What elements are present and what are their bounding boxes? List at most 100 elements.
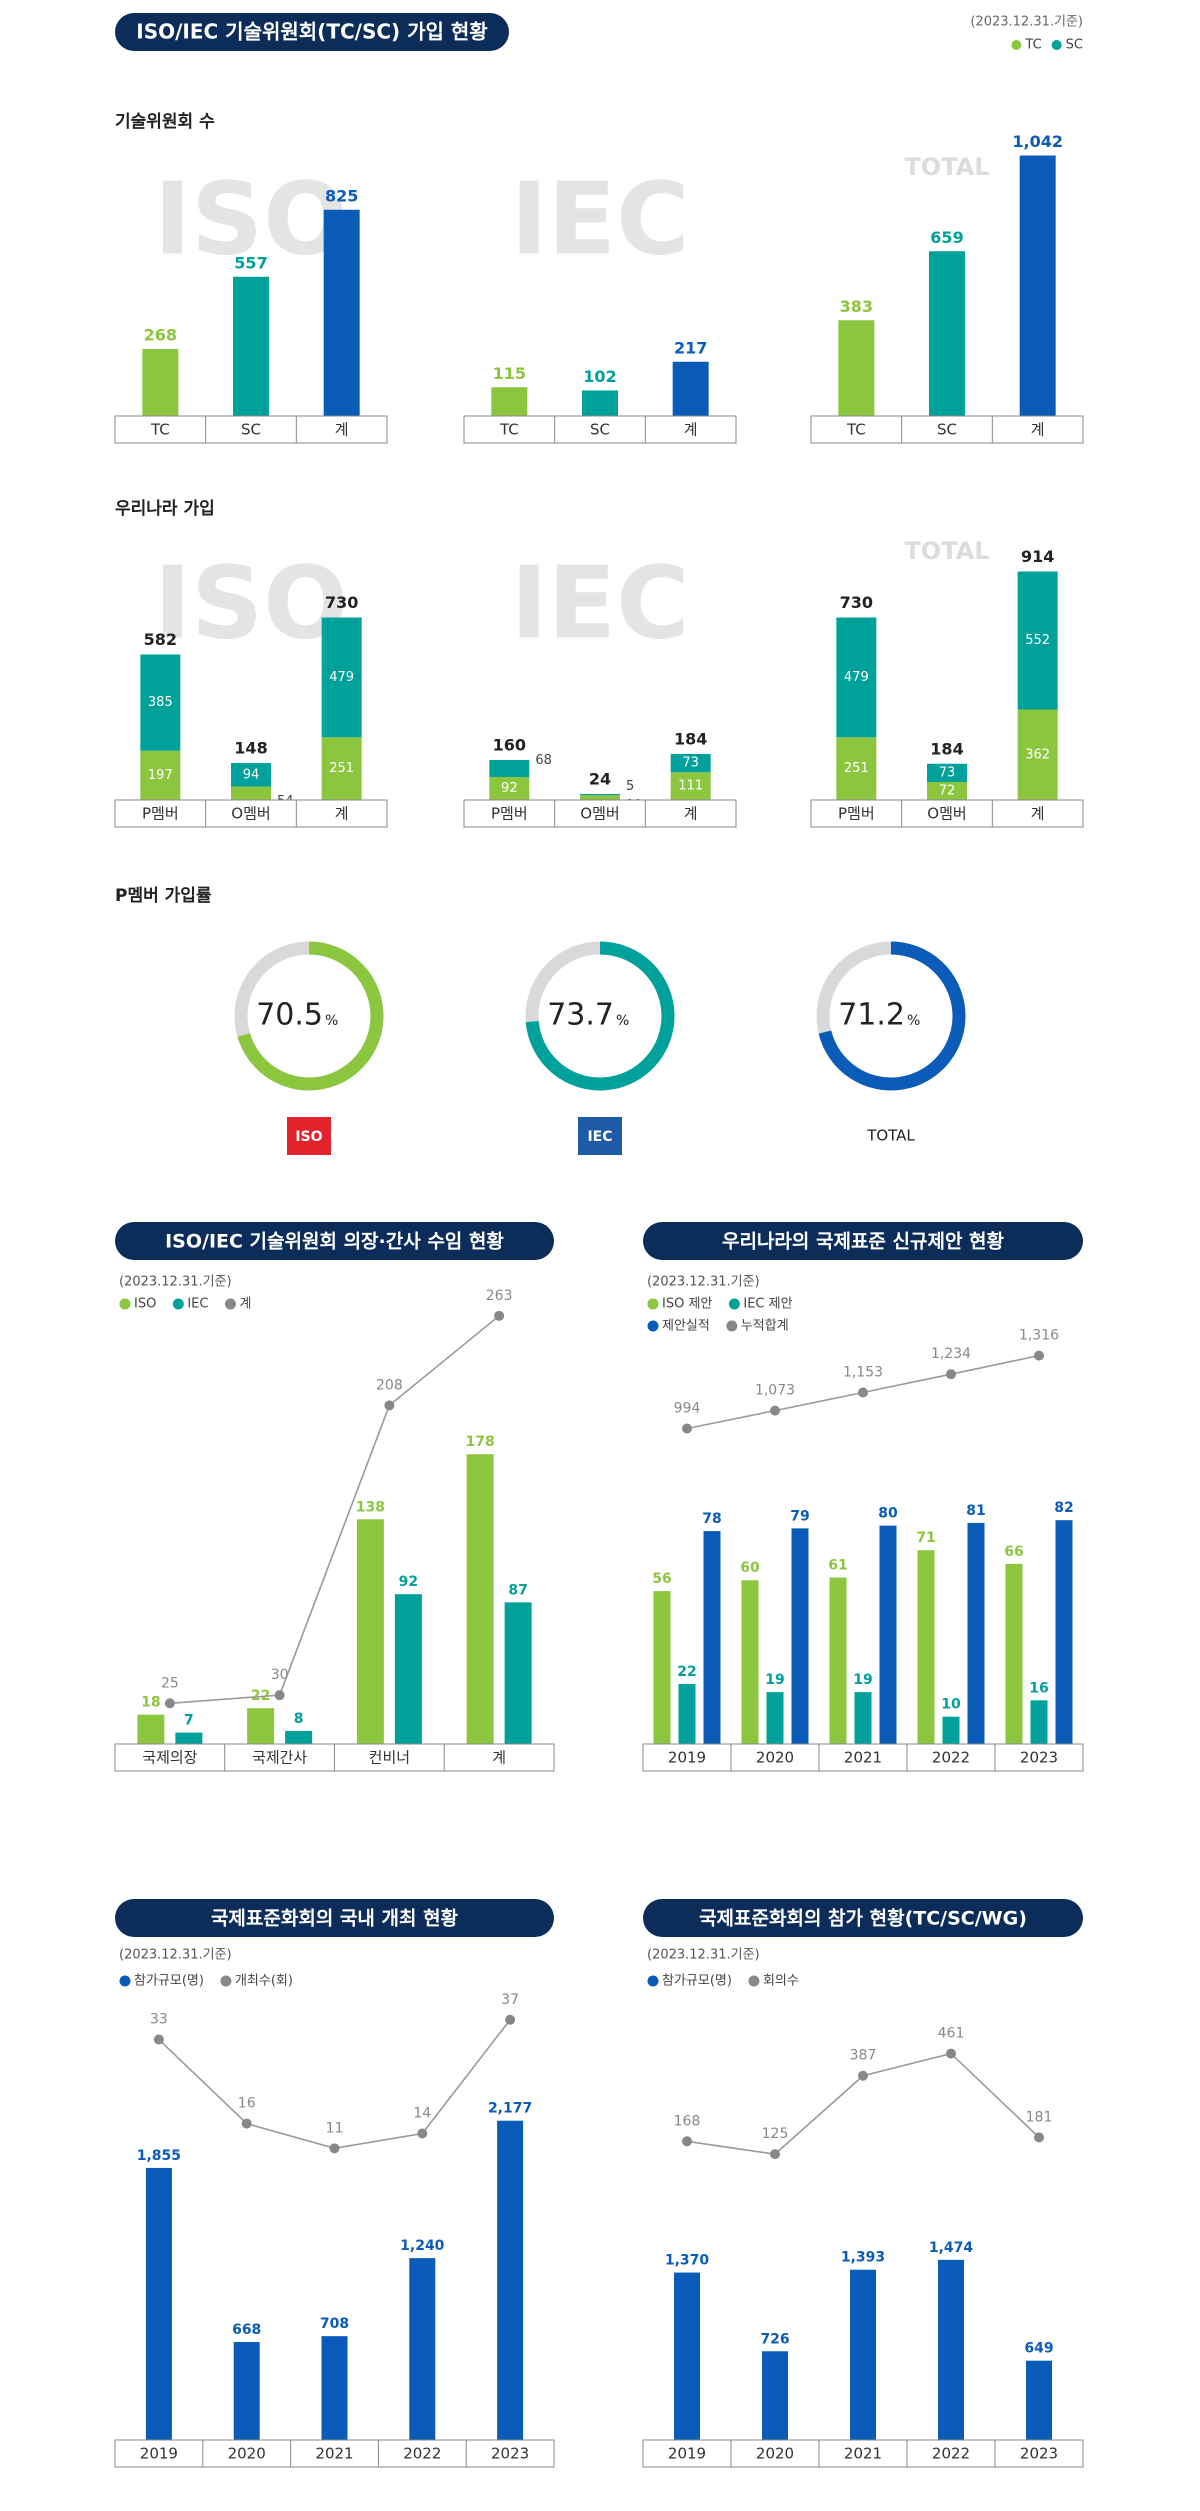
bar — [703, 1531, 721, 1744]
watermark: TOTAL — [904, 153, 989, 181]
value-label: 18 — [141, 1695, 160, 1711]
line-value-label: 1,234 — [931, 1346, 971, 1362]
bar — [917, 1550, 935, 1744]
value-label: 649 — [1024, 2341, 1053, 2357]
x-tick-label: 계 — [335, 421, 349, 439]
value-label: 61 — [828, 1558, 847, 1574]
x-tick-label: 2022 — [932, 2445, 970, 2463]
bar-segment — [580, 795, 620, 800]
bar — [942, 1716, 960, 1744]
line-value-label: 461 — [938, 2026, 965, 2042]
category-row — [642, 2439, 1084, 2468]
value-label: 1,370 — [665, 2253, 710, 2269]
x-tick-label: 2020 — [228, 2445, 266, 2463]
total-label: 184 — [930, 739, 963, 758]
section-subtitle: P멤버 가입률 — [115, 886, 212, 906]
x-tick-label: 계 — [684, 805, 698, 823]
value-label: 557 — [234, 253, 267, 272]
bar-segment — [836, 617, 877, 738]
bar — [1026, 2360, 1052, 2440]
legend-label: TC — [1024, 38, 1041, 53]
total-label: 184 — [674, 730, 707, 749]
total-label: 730 — [325, 593, 358, 612]
donut-value: 70.5 — [256, 998, 323, 1033]
segment-label: 92 — [501, 781, 518, 796]
x-tick-label: SC — [937, 421, 957, 439]
legend-swatch — [220, 1975, 232, 1987]
value-label: 66 — [1004, 1544, 1023, 1560]
segment-label: 552 — [1025, 633, 1050, 648]
x-tick-label: 계 — [684, 421, 698, 439]
bar — [247, 1708, 275, 1744]
bar — [1005, 1563, 1023, 1744]
x-tick-label: P멤버 — [142, 805, 179, 823]
value-label: 87 — [508, 1582, 527, 1598]
line-value-label: 30 — [271, 1667, 289, 1683]
bar-segment — [489, 777, 530, 800]
legend-label: IEC 제안 — [743, 1297, 792, 1312]
value-label: 92 — [399, 1574, 418, 1590]
line-point — [274, 1690, 285, 1701]
category-row — [463, 415, 737, 444]
value-label: 19 — [765, 1672, 784, 1688]
bar — [838, 320, 875, 416]
value-label: 726 — [760, 2331, 789, 2347]
bar-segment — [231, 786, 271, 800]
total-label: 148 — [234, 739, 267, 758]
line-value-label: 263 — [486, 1288, 513, 1304]
segment-label: 73 — [939, 765, 956, 780]
x-tick-label: 컨비너 — [369, 1749, 410, 1767]
line-value-label: 25 — [161, 1675, 179, 1691]
value-label: 1,042 — [1012, 132, 1063, 151]
line-point — [153, 2034, 164, 2045]
bar — [233, 2342, 260, 2440]
x-tick-label: 계 — [1031, 421, 1045, 439]
x-tick-label: O멤버 — [231, 805, 270, 823]
bar — [466, 1454, 494, 1744]
bar — [791, 1528, 809, 1744]
bar — [678, 1683, 696, 1744]
category-row — [114, 415, 388, 444]
bar — [762, 2351, 788, 2440]
x-tick-label: O멤버 — [580, 805, 619, 823]
line-series — [169, 1315, 500, 1705]
logo-box — [287, 1117, 331, 1155]
bar-segment — [927, 763, 967, 782]
value-label: 79 — [790, 1508, 809, 1524]
x-tick-label: 2023 — [1020, 1749, 1058, 1767]
bar — [938, 2259, 964, 2440]
bar — [766, 1692, 784, 1744]
date-note: (2023.12.31.기준) — [970, 15, 1083, 30]
line-value-label: 125 — [762, 2126, 789, 2142]
line-point — [241, 2118, 252, 2129]
bar-segment — [836, 737, 877, 800]
line-value-label: 16 — [238, 2096, 256, 2112]
x-tick-label: 2021 — [315, 2445, 353, 2463]
x-tick-label: 계 — [492, 1749, 506, 1767]
bar-segment — [321, 737, 362, 800]
x-tick-label: 2023 — [491, 2445, 529, 2463]
donut-arc — [525, 941, 675, 1091]
donut-arc — [237, 941, 384, 1091]
segment-label: 68 — [535, 753, 552, 768]
category-row — [463, 799, 737, 828]
x-tick-label: TC — [499, 421, 519, 439]
value-label: 1,240 — [400, 2238, 445, 2254]
total-label: 914 — [1021, 547, 1054, 566]
legend-label: 누적합계 — [741, 1319, 789, 1334]
bar — [674, 2272, 700, 2440]
value-label: 82 — [1054, 1500, 1073, 1516]
legend-label: 계 — [239, 1297, 251, 1312]
legend-swatch — [1011, 40, 1022, 50]
value-label: 178 — [466, 1434, 495, 1450]
chart-title: 우리나라의 국제표준 신규제안 현황 — [722, 1230, 1005, 1253]
x-tick-label: SC — [241, 421, 261, 439]
line-point — [1034, 1350, 1044, 1361]
bar — [582, 390, 618, 416]
x-tick-label: O멤버 — [927, 805, 966, 823]
segment-label: 111 — [678, 779, 703, 794]
value-label: 8 — [294, 1711, 304, 1727]
value-label: 2,177 — [488, 2101, 532, 2117]
segment-label: 73 — [682, 756, 699, 771]
legend-swatch — [728, 1298, 740, 1310]
